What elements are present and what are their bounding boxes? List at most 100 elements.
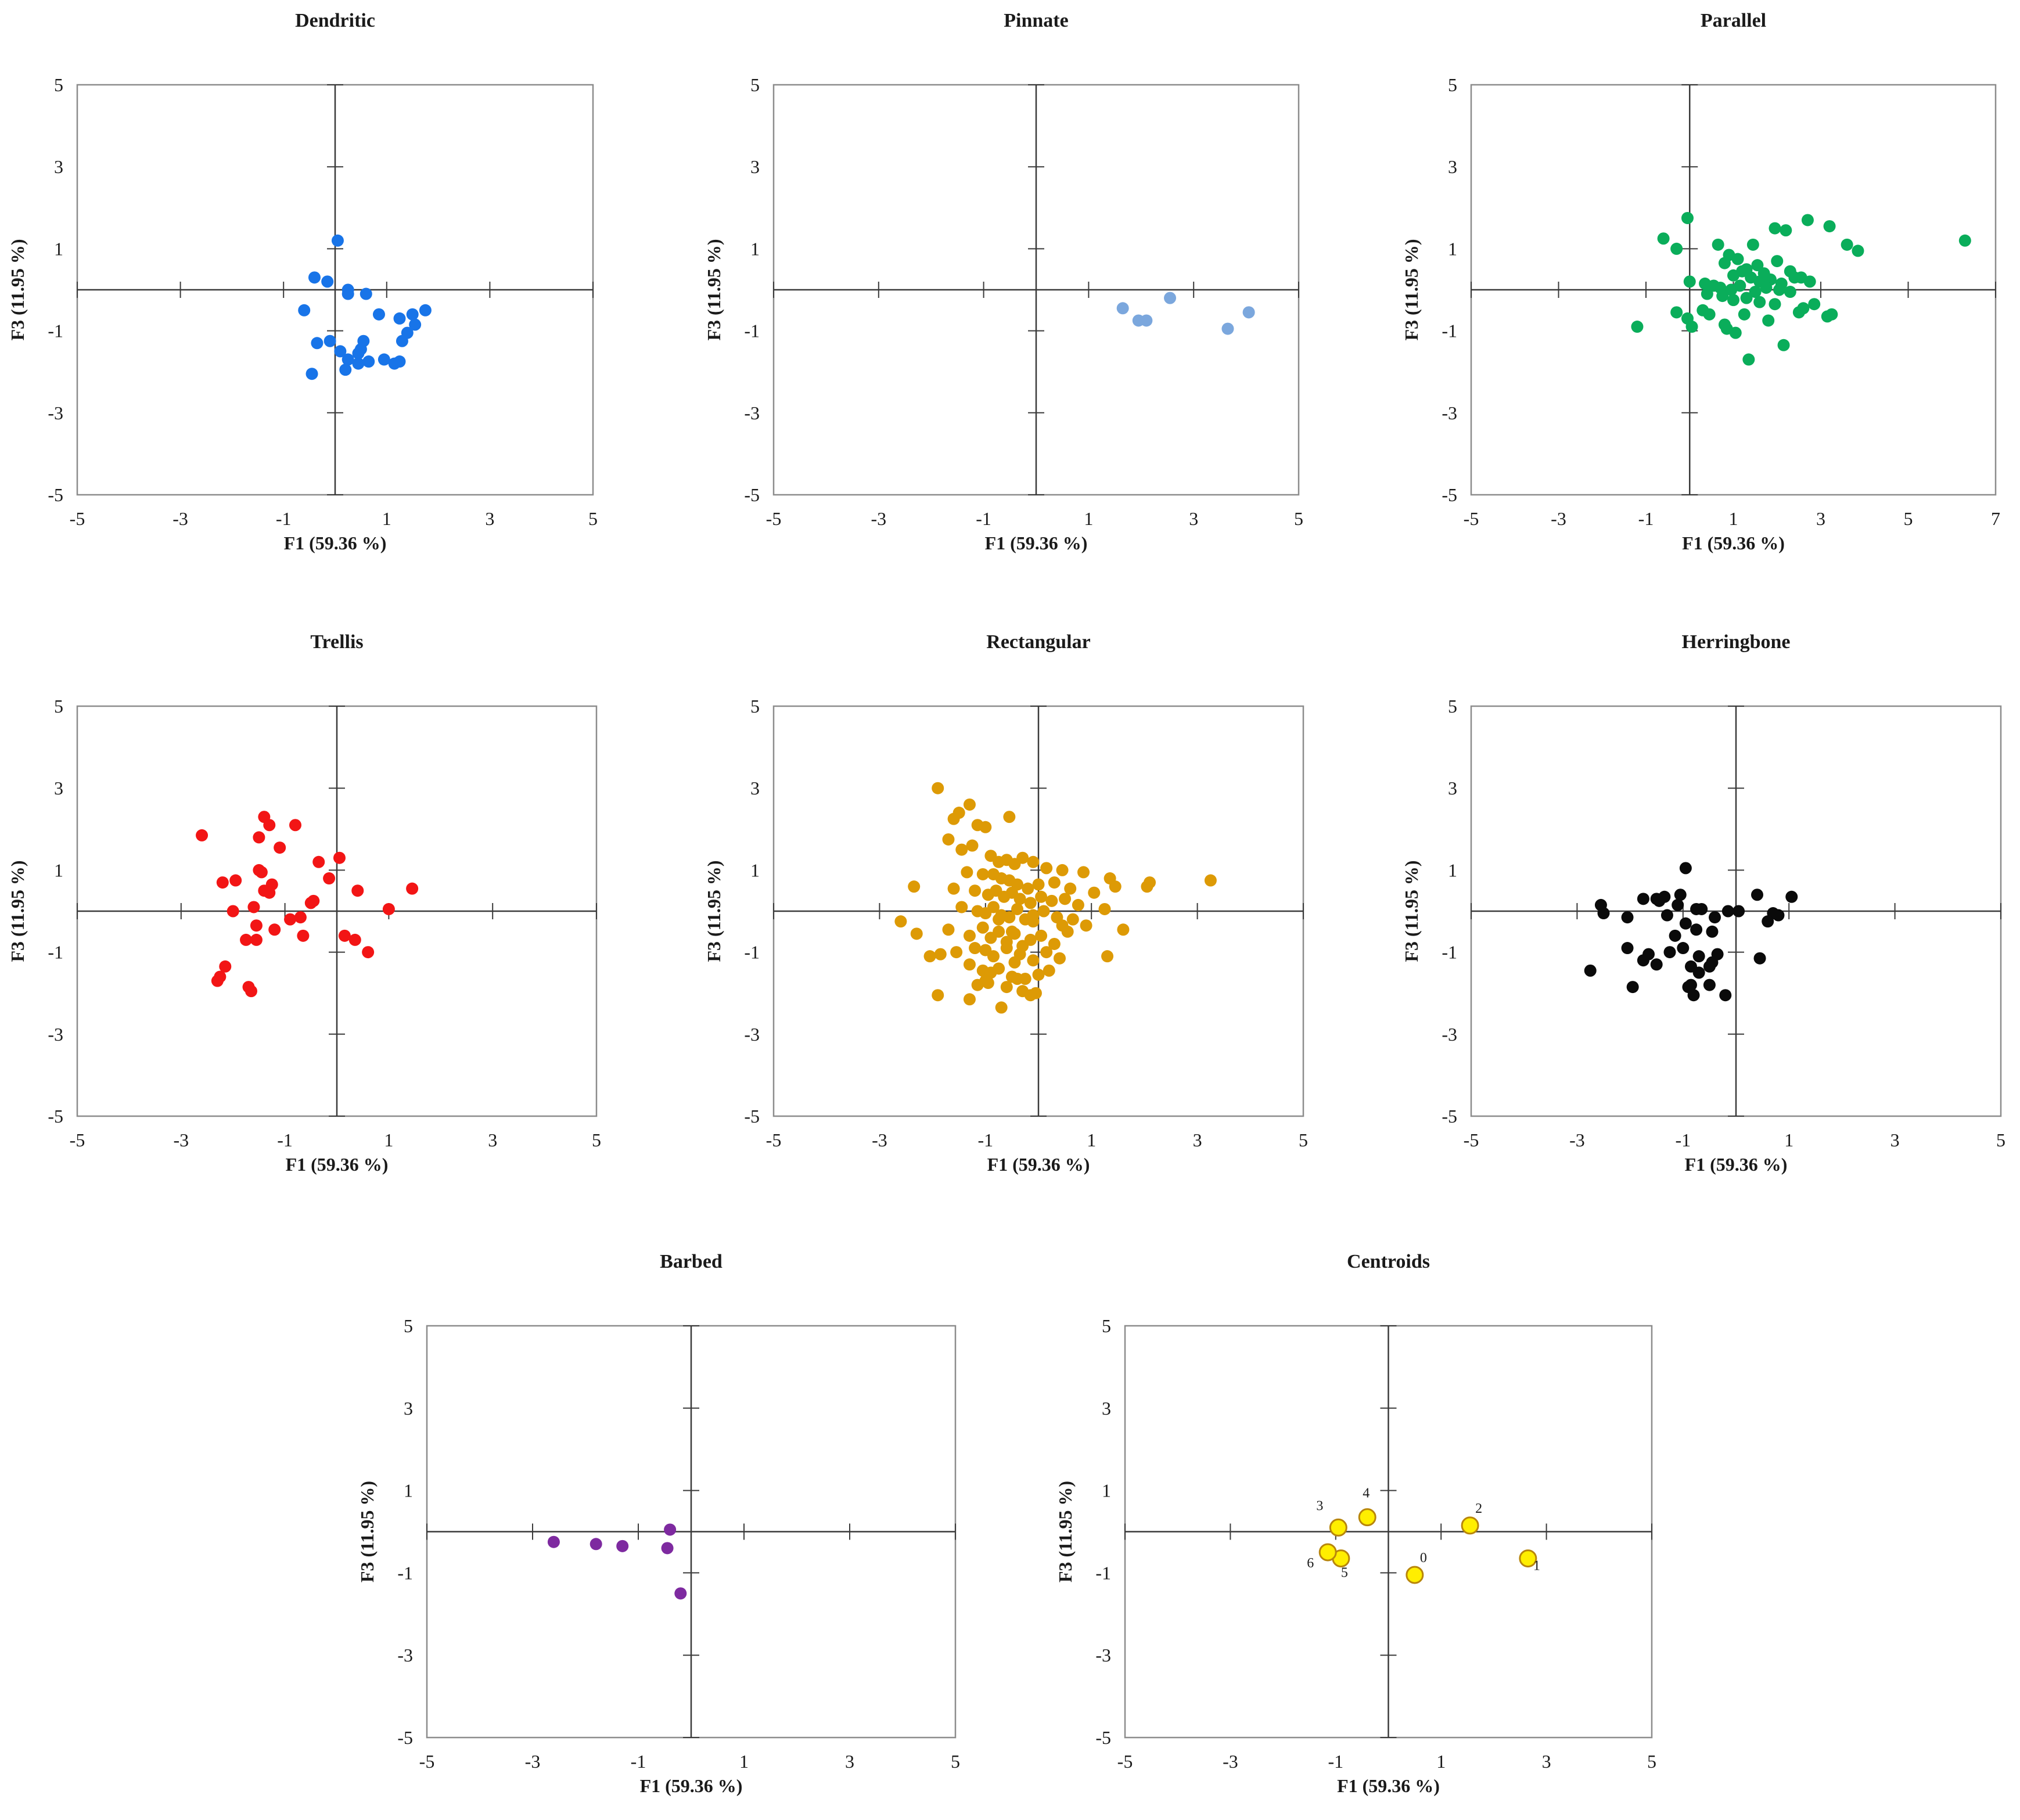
x-axis-label: F1 (59.36 %): [1685, 1154, 1788, 1175]
data-point: [894, 915, 907, 928]
data-point: [995, 1001, 1008, 1014]
y-tick-label: -1: [1442, 942, 1457, 963]
data-point: [1760, 281, 1773, 294]
x-tick-label: -3: [1569, 1130, 1585, 1150]
data-point: [334, 345, 347, 358]
chart-title: Pinnate: [1004, 10, 1068, 31]
x-tick-label: -3: [872, 1130, 887, 1150]
data-point: [1003, 911, 1016, 924]
y-axis-label: F3 (11.95 %): [7, 860, 28, 962]
y-tick-label: -1: [1095, 1562, 1111, 1583]
data-point: [1140, 314, 1153, 327]
x-tick-label: 1: [1087, 1130, 1096, 1150]
centroid-label: 3: [1316, 1498, 1323, 1513]
data-point: [305, 368, 318, 380]
x-tick-label: -1: [1638, 508, 1654, 529]
chart-title: Barbed: [660, 1251, 723, 1272]
data-point: [932, 989, 944, 1002]
data-point: [1669, 929, 1681, 942]
data-point: [1637, 893, 1649, 905]
data-point: [1650, 958, 1663, 971]
x-axis-label: F1 (59.36 %): [1337, 1775, 1440, 1796]
data-point: [1053, 952, 1066, 965]
y-tick-label: 3: [750, 778, 760, 799]
data-point: [324, 334, 336, 347]
data-point: [342, 287, 354, 300]
data-point: [1056, 864, 1069, 876]
chart-pinnate: -5 -3 -1 1 3 5 5 3 1 -1 -3 -5 Pinnate F1 (59.36 %) F3 …: [703, 10, 1303, 553]
y-tick-label: -5: [744, 1106, 760, 1127]
chart-title: Rectangular: [986, 631, 1090, 653]
data-point: [963, 929, 976, 942]
data-point: [1008, 956, 1021, 969]
data-point: [1823, 220, 1836, 233]
x-tick-label: -3: [525, 1751, 541, 1772]
y-tick-label: -3: [1442, 1024, 1457, 1045]
x-tick-label: -5: [419, 1751, 435, 1772]
data-point: [1657, 232, 1670, 245]
data-point: [1056, 919, 1069, 932]
data-point: [1005, 925, 1018, 938]
data-point: [307, 894, 320, 907]
data-point: [258, 884, 271, 897]
data-point: [311, 337, 324, 350]
x-tick-label: -5: [1464, 508, 1479, 529]
data-point: [1718, 257, 1731, 269]
data-point: [323, 872, 336, 885]
x-tick-label: -1: [977, 1130, 993, 1150]
y-tick-label: -5: [48, 484, 63, 505]
centroid-point: [1519, 1549, 1537, 1568]
data-point: [268, 923, 281, 936]
data-point: [1242, 306, 1255, 319]
data-point: [969, 942, 982, 955]
data-point: [1703, 979, 1716, 991]
data-point: [1077, 866, 1090, 879]
x-tick-label: 5: [1294, 508, 1303, 529]
data-point: [1000, 981, 1013, 994]
data-point: [240, 933, 253, 946]
data-point: [1695, 902, 1708, 915]
data-point: [961, 866, 973, 879]
data-point: [289, 819, 301, 832]
x-tick-label: -5: [766, 1130, 782, 1150]
data-point: [1064, 882, 1077, 895]
data-point: [298, 304, 311, 316]
centroid-point: [1318, 1543, 1337, 1562]
data-point: [908, 880, 921, 893]
y-tick-label: 5: [54, 74, 63, 95]
data-point: [1000, 942, 1013, 955]
data-point: [923, 950, 936, 963]
x-axis-label: F1 (59.36 %): [640, 1775, 743, 1796]
data-point: [348, 933, 361, 946]
data-point: [1011, 902, 1024, 915]
data-point: [1690, 923, 1703, 936]
data-point: [1703, 308, 1716, 321]
data-point: [1116, 302, 1129, 315]
data-point: [1785, 890, 1798, 903]
data-point: [1016, 851, 1029, 864]
y-tick-label: -3: [48, 1024, 63, 1045]
data-point: [963, 993, 976, 1006]
data-point: [1772, 909, 1785, 922]
data-point: [360, 287, 372, 300]
data-point: [1631, 321, 1644, 333]
data-point: [338, 929, 351, 942]
x-tick-label: -5: [766, 508, 782, 529]
data-point: [1746, 238, 1759, 251]
x-tick-label: 3: [485, 508, 494, 529]
x-tick-label: -5: [1117, 1751, 1133, 1772]
data-point: [1040, 862, 1053, 875]
data-point: [1792, 306, 1805, 319]
x-tick-label: -1: [277, 1130, 293, 1150]
y-tick-label: 3: [750, 156, 760, 177]
y-tick-label: 3: [1448, 778, 1457, 799]
y-axis-label: F3 (11.95 %): [357, 1481, 378, 1582]
data-point: [253, 864, 265, 876]
y-tick-label: -5: [1442, 484, 1457, 505]
x-tick-label: 5: [1904, 508, 1913, 529]
data-point: [250, 933, 263, 946]
y-axis-label: F3 (11.95 %): [1055, 1481, 1076, 1582]
data-point: [1736, 265, 1749, 278]
data-point: [1801, 214, 1814, 226]
data-point: [1626, 981, 1639, 994]
